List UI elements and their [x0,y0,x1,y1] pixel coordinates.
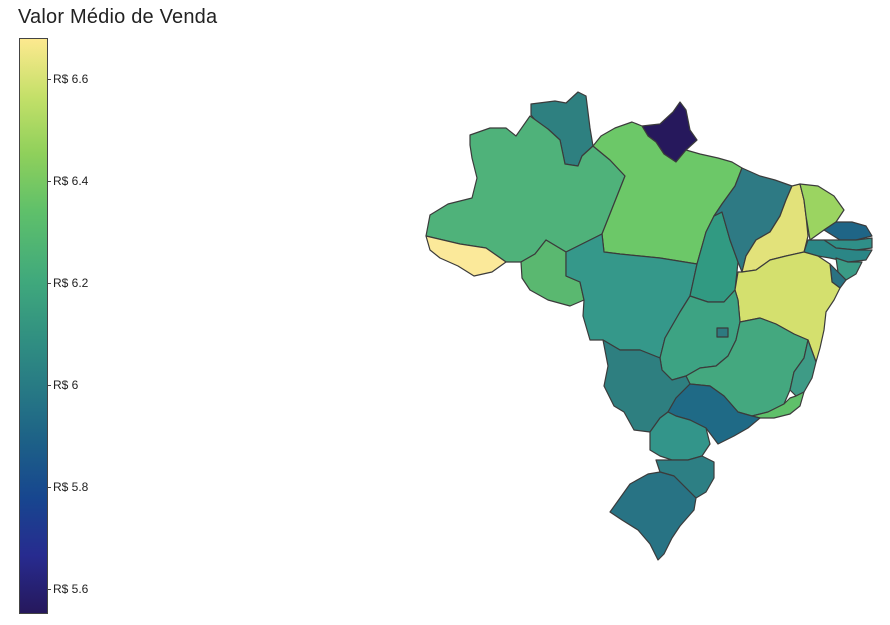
colorbar-tick: R$ 6 [46,378,78,392]
colorbar-tick: R$ 5.6 [46,582,88,596]
state-pe[interactable] [803,239,873,263]
state-df[interactable] [716,327,729,338]
colorbar-tick: R$ 6.4 [46,174,88,188]
state-rn[interactable] [823,221,873,241]
colorbar-tick: R$ 6.6 [46,72,88,86]
colorbar [19,38,48,614]
state-rs[interactable] [609,471,697,561]
colorbar-tick: R$ 6.2 [46,276,88,290]
state-ac[interactable] [425,235,507,277]
colorbar-tick: R$ 5.8 [46,480,88,494]
map-title: Valor Médio de Venda [18,6,218,28]
